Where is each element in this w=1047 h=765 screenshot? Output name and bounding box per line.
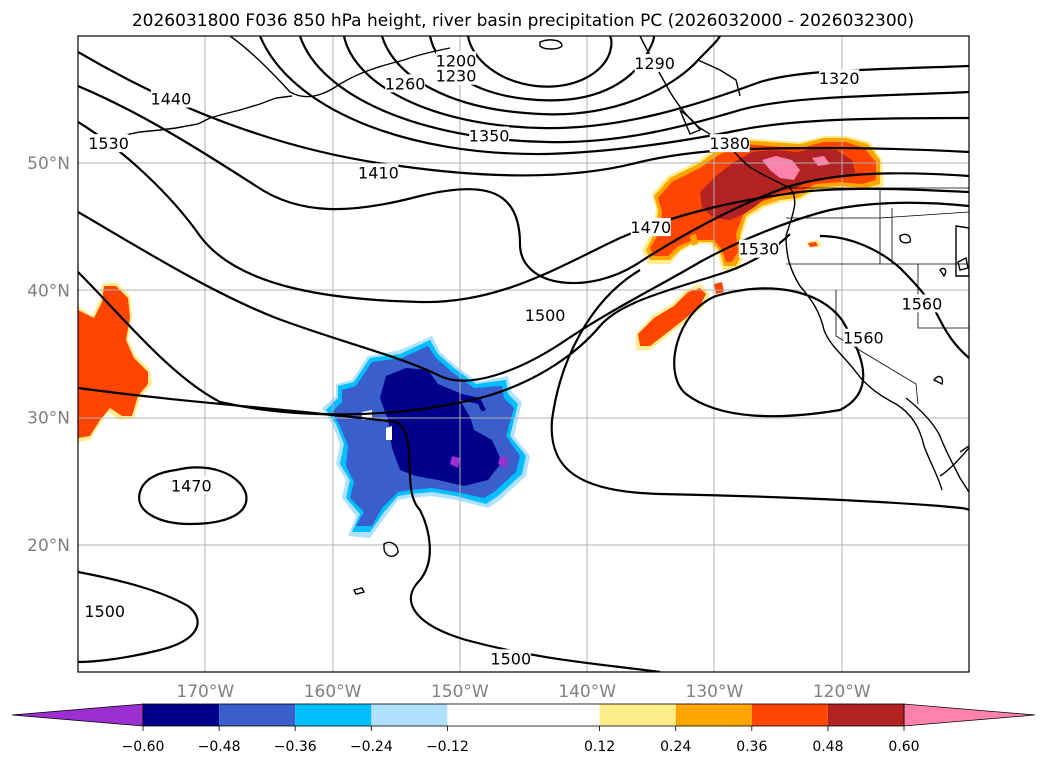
contour-label: 1500 [490,649,531,668]
colorbar: −0.60 −0.48 −0.36 −0.24 −0.12 0.12 0.24 0.36 0.4… [11,703,1036,755]
colorbar-segment [447,704,600,726]
lon-tick-label: 150°W [431,682,489,702]
contour-label-background [819,69,860,88]
contour-label: 1290 [634,54,675,73]
contour-label: 1500 [84,602,125,621]
contour-label: 1230 [436,67,477,86]
latitude-tick-labels: 50°N 40°N 30°N 20°N [27,154,70,556]
political-borders [786,187,969,405]
contour-label: 1410 [358,163,399,182]
figure-title: 2026031800 F036 850 hPa height, river ba… [132,11,914,31]
lon-tick-label: 140°W [558,682,616,702]
contour-label-background [88,134,129,153]
contour-label-background [843,328,884,347]
contour-label: 1200 [436,51,477,70]
contour-label: 1380 [709,134,750,153]
contour-label: 1500 [525,306,566,325]
lon-tick-label: 160°W [304,682,362,702]
contour-label-background [634,53,675,72]
lat-tick-label: 50°N [27,154,70,174]
colorbar-segment [675,704,752,726]
colorbar-segment [295,704,372,726]
positive-precip-anomaly-northwest [642,136,884,270]
contour-label-background [525,305,566,324]
longitude-tick-labels: 170°W 160°W 150°W 140°W 130°W 120°W [176,682,870,702]
colorbar-segment [827,704,904,726]
lon-tick-label: 170°W [176,682,234,702]
contour-label: 1560 [902,294,943,313]
contour-label-background [901,294,942,313]
colorbar-segment [143,704,220,726]
colorbar-tick-label: 0.60 [888,739,919,755]
contour-label-background [630,218,671,237]
contour-label-background [84,602,125,621]
contour-label-background [436,51,477,70]
contour-label-background [469,126,510,145]
colorbar-tick-label: −0.12 [426,739,469,755]
lon-tick-label: 120°W [813,682,871,702]
colorbar-outline [142,703,905,727]
contour-label-background [171,476,212,495]
colorbar-tick-label: −0.36 [274,739,317,755]
contour-label-background [150,89,191,108]
contour-label-background [358,163,399,182]
colorbar-tick-label: 0.12 [584,739,615,755]
colorbar-tick-label: 0.48 [812,739,843,755]
contour-label: 1560 [843,329,884,348]
contour-label: 1470 [630,218,671,237]
lat-tick-label: 30°N [27,409,70,429]
colorbar-segment [751,704,828,726]
contour-label: 1470 [171,476,212,495]
lat-tick-label: 20°N [27,536,70,556]
contour-label-background [490,649,531,668]
colorbar-extend-over [903,703,1036,727]
contour-label-background [436,66,477,85]
contour-label: 1320 [819,69,860,88]
lat-tick-label: 40°N [27,281,70,301]
colorbar-segment [371,704,448,726]
colorbar-tick-label: −0.60 [122,739,165,755]
colorbar-segment [219,704,296,726]
colorbar-tick-label: −0.48 [198,739,241,755]
contour-label: 1440 [151,90,192,109]
positive-precip-anomaly-streak [636,282,724,350]
colorbar-extend-under [11,703,144,727]
contour-label: 1350 [469,126,510,145]
colorbar-segment [599,704,676,726]
contour-label: 1530 [739,240,780,259]
contour-label: 1260 [385,74,426,93]
positive-precip-anomaly-dateline [78,282,152,442]
colorbar-tick-label: −0.24 [350,739,393,755]
map-frame [77,35,970,673]
contour-label: 1530 [88,134,129,153]
contour-label-background [709,134,750,153]
colorbar-tick-label: 0.24 [660,739,691,755]
contour-label-background [738,239,779,258]
negative-precip-anomaly [322,336,530,538]
colorbar-tick-label: 0.36 [736,739,767,755]
contour-label-background [385,74,426,93]
lon-tick-label: 130°W [686,682,744,702]
